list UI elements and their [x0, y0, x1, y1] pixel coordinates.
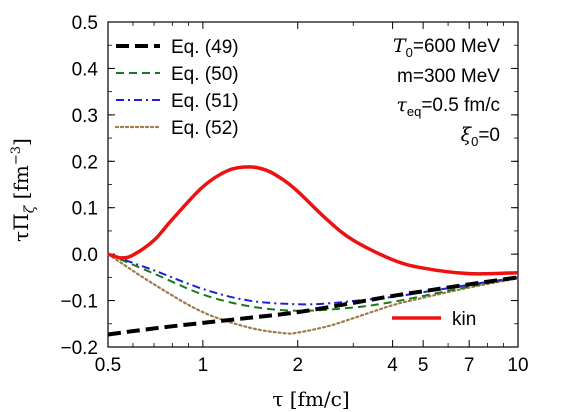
x-tick-label: 4	[387, 355, 398, 376]
x-tick-label: 2	[292, 355, 303, 376]
param-tau-eq: τeq=0.5 fm/c	[396, 94, 500, 119]
y-tick-label: 0.5	[72, 13, 98, 34]
series-line-eq-52-	[106, 253, 520, 335]
param-t0: T0=600 MeV	[393, 35, 500, 60]
legend-label-kin: kin	[452, 309, 476, 330]
x-tick-label: 1	[198, 355, 209, 376]
x-axis-title: τ [fm/c]	[272, 387, 349, 411]
y-tick-label: 0.2	[72, 152, 98, 173]
x-tick-label: 5	[418, 355, 429, 376]
legend-label-0: Eq. (49)	[171, 37, 239, 58]
series-line-kin	[107, 165, 519, 276]
series-line-eq-49-	[107, 275, 519, 337]
y-tick-label: 0.1	[72, 199, 98, 220]
parameter-box: T0=600 MeV m=300 MeV τeq=0.5 fm/c ξ0=0	[393, 35, 500, 149]
x-tick-label: 7	[464, 355, 475, 376]
legend-label-2: Eq. (51)	[171, 91, 239, 112]
axis-ticks: 0.5 1 2 4 5 7 10 −0.2 −0.1 0.0 0.1 0.2 0.3 0.4 0.5	[60, 13, 528, 376]
legend: Eq. (49) Eq. (50) Eq. (51) Eq. (52) kin	[114, 37, 476, 330]
series-line-eq-50-	[107, 253, 519, 312]
y-tick-label: −0.1	[60, 292, 98, 313]
legend-label-1: Eq. (50)	[171, 64, 239, 85]
y-tick-label: 0.0	[72, 245, 98, 266]
series-layer	[106, 165, 520, 337]
param-mass: m=300 MeV	[397, 66, 500, 87]
y-tick-label: 0.3	[72, 106, 98, 127]
x-tick-label: 0.5	[95, 355, 121, 376]
x-tick-label: 10	[507, 355, 528, 376]
y-tick-label: −0.2	[60, 338, 98, 359]
series-line-eq-51-	[107, 253, 519, 306]
param-xi0: ξ0=0	[461, 124, 500, 149]
y-axis-title: τΠζ [fm−3]	[9, 138, 38, 242]
legend-label-3: Eq. (52)	[171, 118, 239, 139]
y-tick-label: 0.4	[72, 59, 99, 80]
